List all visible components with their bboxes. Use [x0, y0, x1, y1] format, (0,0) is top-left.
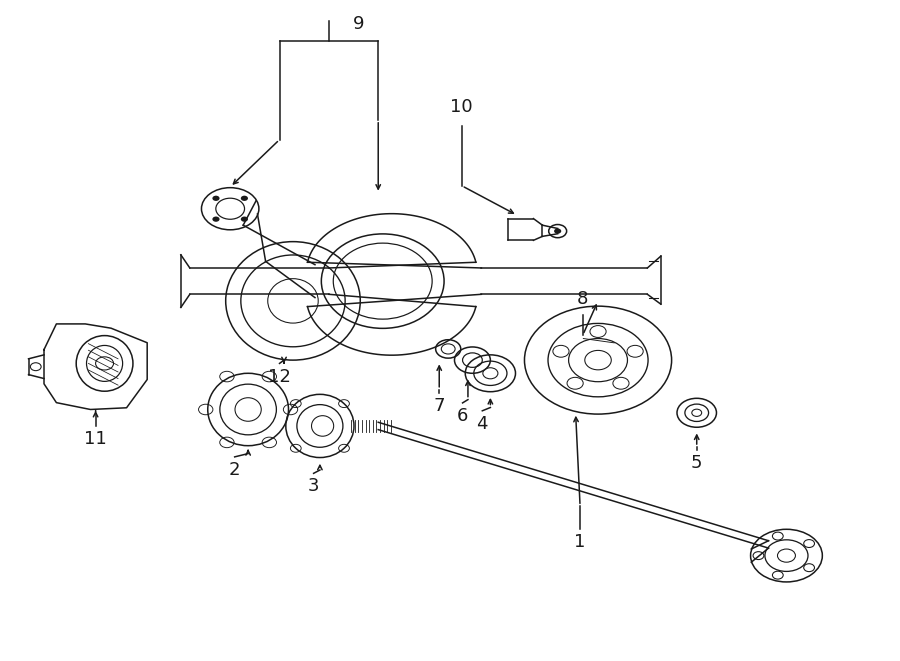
Circle shape — [554, 229, 562, 234]
Text: 7: 7 — [434, 397, 445, 415]
Text: 9: 9 — [353, 15, 364, 34]
Text: 10: 10 — [450, 98, 473, 116]
Circle shape — [241, 196, 248, 201]
Text: 5: 5 — [691, 455, 703, 473]
Circle shape — [241, 217, 248, 222]
Text: 8: 8 — [577, 290, 589, 308]
Text: 1: 1 — [574, 533, 586, 551]
Text: 11: 11 — [85, 430, 107, 448]
Circle shape — [212, 217, 220, 222]
Text: 12: 12 — [268, 368, 291, 385]
Circle shape — [212, 196, 220, 201]
Text: 4: 4 — [477, 415, 488, 433]
Text: 2: 2 — [229, 461, 240, 479]
Text: 6: 6 — [457, 407, 468, 425]
Text: 3: 3 — [308, 477, 320, 496]
